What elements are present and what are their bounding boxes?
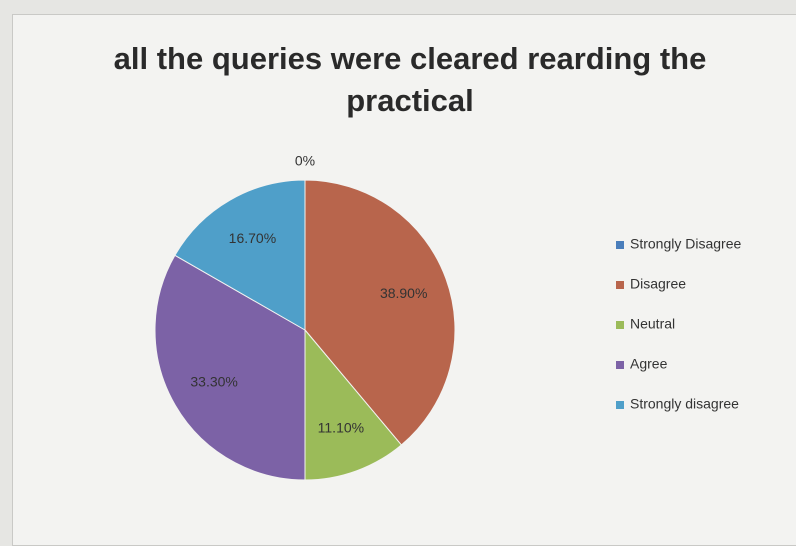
pie-slice [304,179,456,446]
legend-swatch [616,361,624,369]
legend-swatch [616,321,624,329]
data-label: 38.90% [380,285,427,301]
legend-swatch [616,401,624,409]
legend-label: Strongly disagree [630,396,739,412]
legend-swatch [616,241,624,249]
pie-slice [154,254,306,481]
pie-slice [174,179,306,331]
data-label: 0% [295,153,315,169]
chart-title: all the queries were cleared rearding th… [113,41,707,118]
data-label: 11.10% [318,419,364,435]
legend-swatch [616,281,624,289]
legend-label: Disagree [630,276,686,292]
page: all the queries were cleared rearding th… [12,14,796,546]
data-label: 33.30% [190,373,237,389]
chart: 0% 38.90% 11.10% 33.30% 16.70% Strongly Disag… [154,153,741,481]
legend-label: Agree [630,356,668,372]
legend-label: Strongly Disagree [630,236,741,252]
data-label: 16.70% [229,230,276,246]
pie-slice [304,328,403,481]
legend-label: Neutral [630,316,675,332]
